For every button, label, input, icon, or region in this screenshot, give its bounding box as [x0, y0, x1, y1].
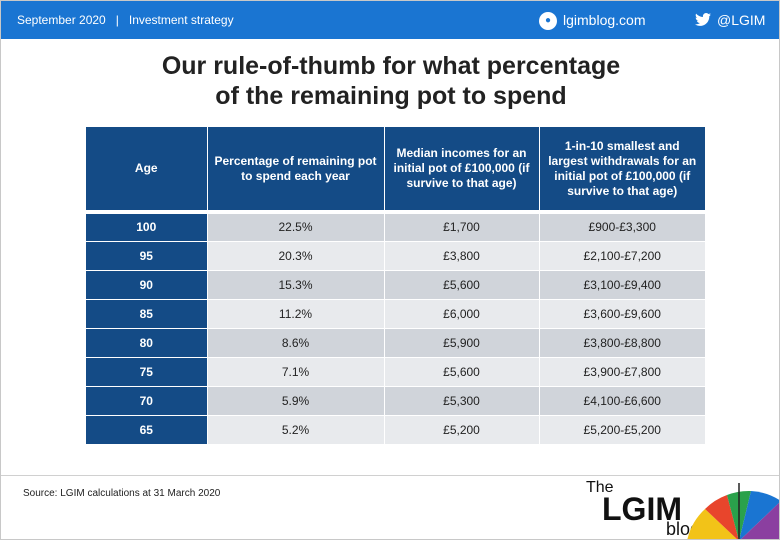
cell-percentage: 22.5% [207, 210, 385, 241]
cell-percentage: 7.1% [207, 356, 385, 386]
cell-range: £5,200-£5,200 [539, 414, 705, 444]
site-label: lgimblog.com [563, 12, 646, 28]
cell-percentage: 11.2% [207, 298, 385, 328]
cell-age: 95 [86, 240, 208, 270]
cell-range: £4,100-£6,600 [539, 385, 705, 415]
title-line-2: of the remaining pot to spend [215, 82, 567, 110]
cell-median: £6,000 [384, 298, 540, 328]
table-header-row: Age Percentage of remaining pot to spend… [86, 127, 705, 212]
cell-median: £5,600 [384, 269, 540, 299]
header-section: Investment strategy [128, 13, 234, 27]
twitter-bird-icon [695, 13, 711, 29]
table-row: 90 15.3% £5,600 £3,100-£9,400 [86, 269, 705, 299]
cell-percentage: 5.9% [207, 385, 385, 415]
cell-age: 75 [86, 356, 208, 386]
header-separator: | [115, 13, 119, 27]
cell-age: 100 [86, 210, 208, 241]
table-row: 75 7.1% £5,600 £3,900-£7,800 [86, 356, 705, 386]
table-row: 65 5.2% £5,200 £5,200-£5,200 [86, 414, 705, 444]
header-withdrawals: 1-in-10 smallest and largest withdrawals… [539, 127, 705, 212]
header-median-income: Median incomes for an initial pot of £10… [384, 127, 540, 212]
cell-range: £900-£3,300 [539, 210, 705, 241]
table-row: 95 20.3% £3,800 £2,100-£7,200 [86, 240, 705, 270]
cell-range: £3,900-£7,800 [539, 356, 705, 386]
table-row: 70 5.9% £5,300 £4,100-£6,600 [86, 385, 705, 415]
cell-age: 80 [86, 327, 208, 357]
cell-percentage: 20.3% [207, 240, 385, 270]
source-note: Source: LGIM calculations at 31 March 20… [23, 488, 221, 499]
table-row: 80 8.6% £5,900 £3,800-£8,800 [86, 327, 705, 357]
header-percentage: Percentage of remaining pot to spend eac… [207, 127, 385, 212]
cell-range: £3,600-£9,600 [539, 298, 705, 328]
header-date: September 2020 [17, 13, 106, 27]
cell-median: £5,300 [384, 385, 540, 415]
cell-age: 90 [86, 269, 208, 299]
cell-percentage: 8.6% [207, 327, 385, 357]
cell-age: 85 [86, 298, 208, 328]
table-row: 85 11.2% £6,000 £3,600-£9,600 [86, 298, 705, 328]
top-bar: September 2020 | Investment strategy ● lgim… [1, 1, 779, 39]
cell-median: £5,200 [384, 414, 540, 444]
cell-median: £5,600 [384, 356, 540, 386]
title-line-1: Our rule-of-thumb for what percentage [161, 52, 621, 80]
cell-range: £2,100-£7,200 [539, 240, 705, 270]
page-title: Our rule-of-thumb for what percentage of… [1, 51, 779, 111]
cell-range: £3,100-£9,400 [539, 269, 705, 299]
data-table: Age Percentage of remaining pot to spend… [86, 127, 705, 444]
table-row: 100 22.5% £1,700 £900-£3,300 [86, 210, 705, 241]
footer-divider [1, 475, 779, 476]
cell-median: £1,700 [384, 210, 540, 241]
globe-icon: ● [539, 12, 557, 31]
cell-percentage: 15.3% [207, 269, 385, 299]
header-meta: September 2020 | Investment strategy [17, 13, 234, 27]
logo-the: The [586, 479, 614, 496]
site-link[interactable]: ● lgimblog.com [539, 12, 646, 31]
cell-age: 70 [86, 385, 208, 415]
cell-median: £5,900 [384, 327, 540, 357]
twitter-link[interactable]: @LGIM [695, 12, 765, 29]
cell-age: 65 [86, 414, 208, 444]
logo-name: LGIM [602, 491, 682, 527]
header-age: Age [86, 127, 208, 212]
cell-median: £3,800 [384, 240, 540, 270]
umbrella-icon [687, 483, 779, 539]
twitter-handle: @LGIM [717, 12, 766, 28]
cell-percentage: 5.2% [207, 414, 385, 444]
cell-range: £3,800-£8,800 [539, 327, 705, 357]
